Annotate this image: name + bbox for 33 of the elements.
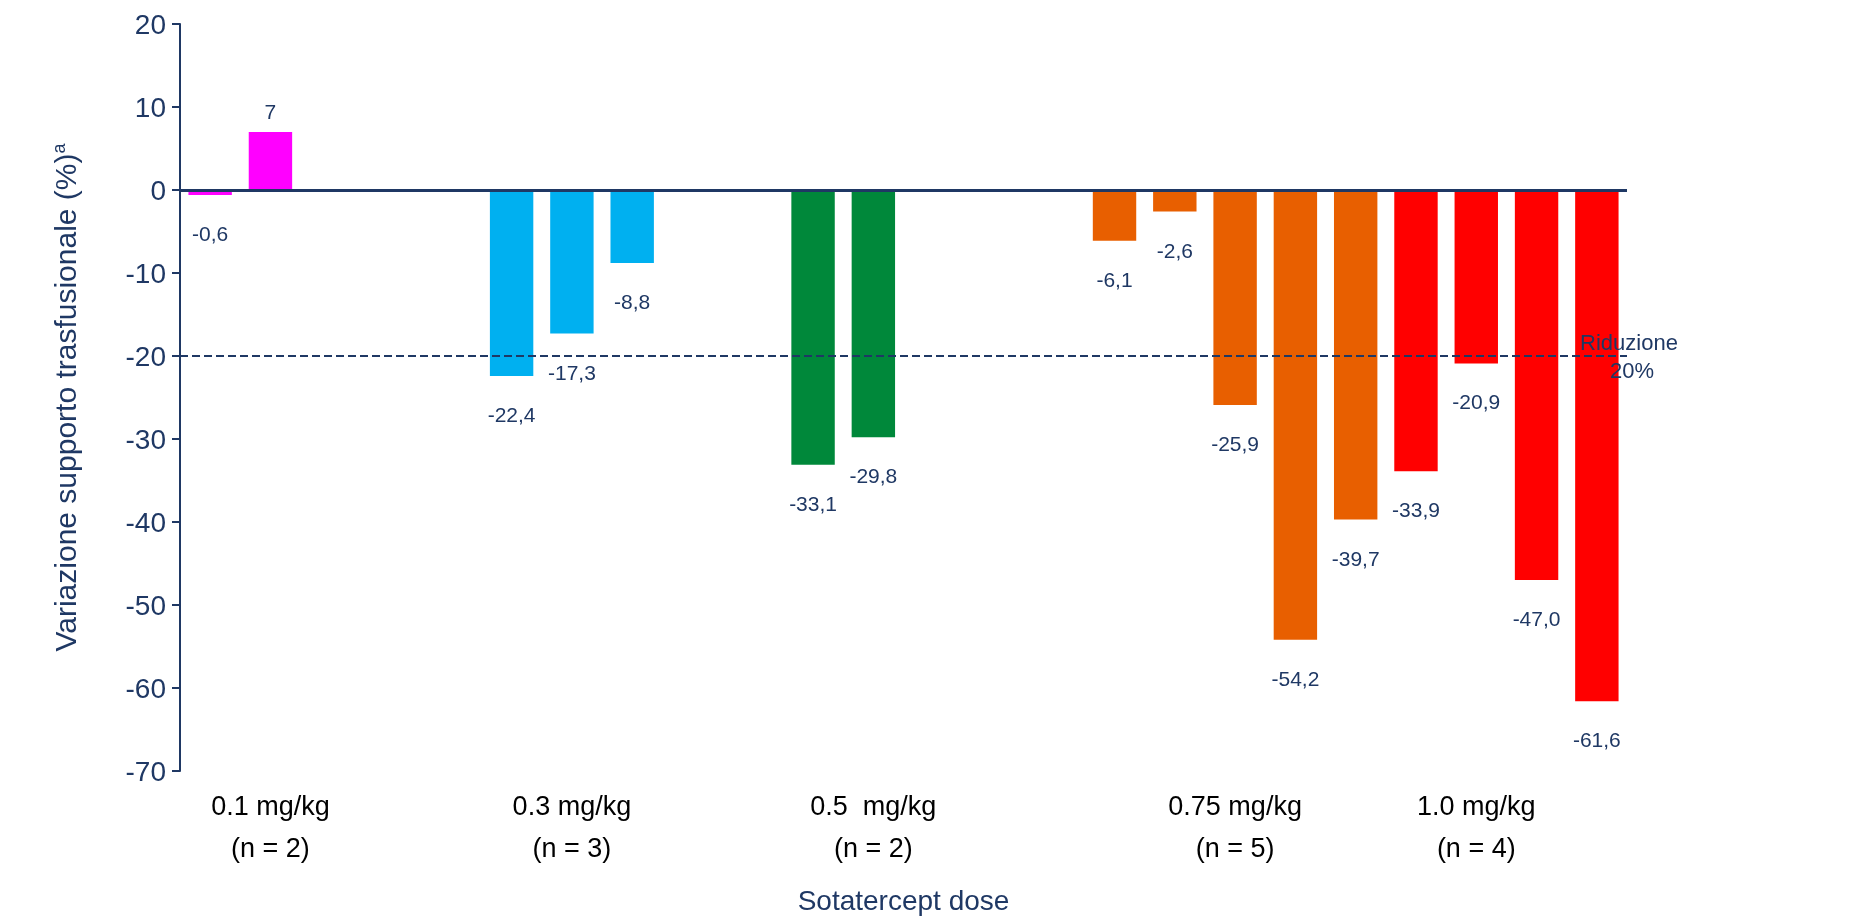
x-tick-label: 0.75 mg/kg (n = 5) <box>1168 791 1302 863</box>
x-tick-label: 1.0 mg/kg (n = 4) <box>1416 791 1536 863</box>
data-label: -33,1 <box>789 491 837 515</box>
y-tick-label: 20 <box>134 8 166 40</box>
data-label: -8,8 <box>614 290 651 314</box>
data-label: -6,1 <box>1096 267 1133 291</box>
y-tick-label: -70 <box>125 755 166 787</box>
x-tick-label: 0.3 mg/kg (n = 3) <box>512 791 632 863</box>
x-tick-label: 0.1 mg/kg (n = 2) <box>211 791 330 863</box>
data-label: -22,4 <box>487 402 536 426</box>
data-label: -17,3 <box>547 360 596 384</box>
y-tick-label: -50 <box>125 589 166 621</box>
y-tick-label: -10 <box>125 257 166 289</box>
x-tick-label: 0.5 mg/kg (n = 2) <box>810 791 937 863</box>
data-label: -29,8 <box>849 464 898 488</box>
data-label: -2,6 <box>1156 238 1193 262</box>
data-label: 7 <box>264 99 277 123</box>
data-label: -39,7 <box>1331 546 1380 570</box>
data-label: -25,9 <box>1211 431 1260 455</box>
y-tick-label: -60 <box>125 672 166 704</box>
y-tick-label: -40 <box>125 506 166 538</box>
data-label: -0,6 <box>192 221 229 245</box>
y-tick-label: 10 <box>134 91 166 123</box>
data-label: -33,9 <box>1392 498 1440 522</box>
y-tick-label: -30 <box>125 423 166 455</box>
data-label: -54,2 <box>1271 666 1320 690</box>
x-axis-title: Sotatercept dose <box>797 884 1010 916</box>
y-tick-label: -20 <box>125 340 166 372</box>
y-tick-label: 0 <box>150 174 166 206</box>
data-label: -20,9 <box>1452 390 1501 414</box>
data-label: -47,0 <box>1512 607 1561 631</box>
y-axis-title: Variazione supporto trasfusionale (%)a <box>48 142 82 652</box>
data-label: -61,6 <box>1572 728 1621 752</box>
